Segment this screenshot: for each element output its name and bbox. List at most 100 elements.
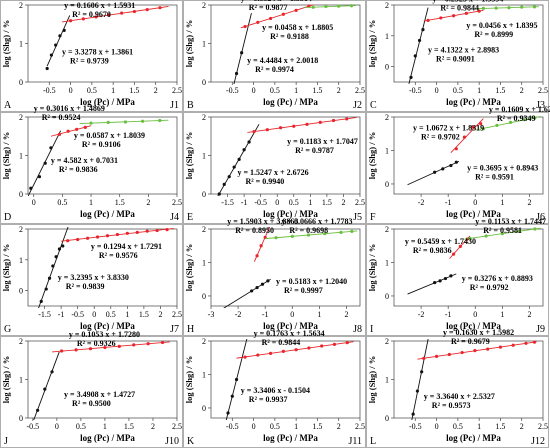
data-point [409, 75, 413, 79]
y-tick-label: 0 [385, 292, 389, 301]
panel-letter: E [187, 212, 193, 223]
regression-equation: y = 3.3640 x + 2.5327 [424, 392, 495, 401]
data-point [460, 350, 464, 355]
plot-area [27, 4, 178, 83]
x-tick-label: 1.5 [495, 422, 505, 431]
y-tick-label: 1 [385, 258, 389, 267]
x-axis-label: log (Pc) / MPa [263, 321, 318, 331]
x-tick-label: 1 [477, 422, 481, 431]
data-point [468, 236, 472, 240]
regression-equation: y = 0.0587 x + 1.8039 [74, 131, 145, 140]
regression-equation: y = 0.1606 x + 1.5931 [64, 1, 135, 10]
regression-equation: y = 1.0672 x + 1.8319 [413, 123, 484, 132]
plot-marks [225, 339, 354, 420]
trend-line [411, 339, 429, 420]
plot-area [393, 340, 544, 419]
plot-marks [33, 340, 170, 420]
data-point [306, 233, 311, 237]
data-point [311, 5, 315, 9]
data-point [454, 147, 458, 151]
r-squared-label: R² = 0.9937 [249, 395, 288, 404]
data-point [227, 175, 231, 179]
x-tick-label: 1.5 [312, 86, 322, 95]
panel-letter: C [370, 100, 377, 111]
data-point [242, 148, 246, 152]
x-tick-label: 1.5 [312, 422, 322, 431]
data-point [269, 351, 273, 355]
plot-marks [407, 227, 541, 295]
data-point [132, 343, 136, 347]
x-tick-label: 2 [158, 310, 162, 319]
y-tick-label: 0 [385, 180, 389, 189]
data-point [413, 54, 417, 58]
x-tick-label: 0 [252, 422, 256, 431]
data-point [349, 4, 354, 8]
r-squared-label: R² = 0.9679 [451, 337, 490, 346]
panel-id: J12 [531, 436, 545, 447]
data-point [256, 353, 260, 357]
data-point [281, 349, 285, 353]
r-squared-label: R² = 0.9349 [497, 114, 536, 123]
x-tick-label: 0 [435, 86, 439, 95]
trend-line [46, 15, 71, 67]
r-squared-label: R² = 0.9188 [270, 32, 309, 41]
x-axis-label: log (Pc) / MPa [263, 209, 318, 219]
plot-marks [223, 227, 358, 308]
data-point [274, 236, 278, 240]
data-point [454, 160, 458, 164]
data-point [443, 276, 448, 281]
y-tick-label: 2 [385, 225, 389, 234]
data-point [481, 6, 485, 10]
panel-frame [0, 224, 183, 336]
data-point [68, 19, 73, 23]
y-tick-label: 2 [19, 113, 23, 122]
y-tick-label: 0 [19, 78, 23, 87]
r-squared-label: R² = 0.8999 [474, 30, 513, 39]
plot-marks [233, 4, 356, 84]
data-point [294, 8, 298, 12]
data-point [421, 28, 425, 32]
x-axis-label: log (Pc) / MPa [446, 97, 501, 107]
x-tick-label: -2 [418, 198, 425, 207]
data-point [243, 355, 247, 359]
panel-id: J4 [170, 212, 179, 223]
data-point [234, 71, 239, 76]
x-tick-label: 0 [275, 198, 279, 207]
data-point [320, 344, 324, 348]
trend-line [61, 6, 169, 23]
x-tick-label: 0.5 [57, 198, 67, 207]
x-tick-label: -0.5 [26, 422, 39, 431]
r-squared-label: R² = 0.9739 [70, 56, 109, 65]
data-point [331, 118, 336, 123]
trend-line [240, 4, 314, 29]
data-point [434, 354, 439, 358]
data-point [522, 118, 526, 122]
regression-equation: y = 0.1153 x + 1.7447 [475, 217, 546, 226]
data-point [449, 274, 453, 278]
data-point [278, 126, 283, 130]
data-point [533, 116, 537, 120]
data-point [237, 157, 241, 161]
data-point [420, 370, 424, 374]
x-tick-label: 1.5 [322, 198, 332, 207]
data-point [259, 244, 263, 248]
panel-frame [366, 112, 549, 224]
y-axis-label: log (Shg) / % [367, 244, 377, 291]
data-point [105, 234, 110, 238]
y-tick-label: 2 [385, 1, 389, 10]
data-point [135, 230, 139, 234]
data-point [117, 344, 121, 348]
chart-panel-j8: -3 -2 -1 0 1 2 0 1 2 log (Pc) / MPa log (Shg) / % H… [183, 217, 366, 336]
x-tick-label: 1.5 [115, 198, 125, 207]
data-point [54, 255, 58, 259]
y-axis-label: log (Shg) / % [184, 244, 194, 291]
data-point [36, 408, 40, 412]
regression-equation: y = 4.582 x + 0.7031 [51, 156, 118, 165]
regression-equation: y = 0.1609 x + 1.6213 [489, 105, 550, 114]
data-point [250, 289, 254, 293]
x-tick-label: 1 [294, 86, 298, 95]
panel-id: J11 [348, 436, 362, 447]
x-tick-label: -1.5 [38, 310, 51, 319]
y-axis-label: log (Shg) / % [1, 356, 11, 403]
